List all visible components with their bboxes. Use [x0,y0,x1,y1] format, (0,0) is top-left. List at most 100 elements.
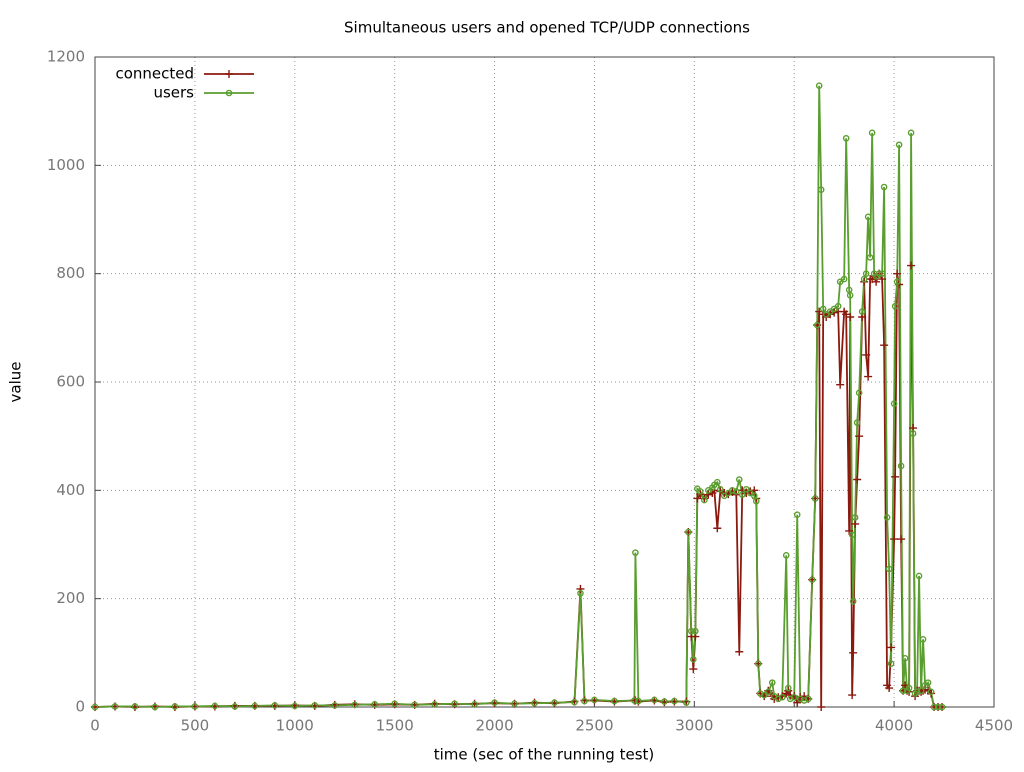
point [855,389,863,397]
point [651,696,658,704]
point [171,703,179,710]
legend-label: users [153,84,194,102]
point [927,688,935,696]
point [752,497,760,505]
x-tick-label: 3500 [775,717,813,735]
point [834,302,842,310]
point [846,292,854,299]
point [851,519,860,528]
point [848,531,856,539]
point [858,308,866,315]
point [351,701,359,709]
point [661,698,668,705]
point [899,687,907,695]
point [897,535,906,544]
y-tick-label: 800 [56,264,85,282]
point [917,687,925,695]
point [690,656,697,663]
point [591,696,598,704]
point [714,478,721,486]
point [491,699,498,706]
point [689,665,698,674]
point [905,684,913,692]
point [683,699,690,706]
point [211,702,219,710]
point [331,702,339,709]
point [891,472,900,481]
point [815,82,823,90]
point [782,552,790,559]
point [754,660,762,667]
point [551,699,558,706]
x-tick-label: 4000 [875,717,913,735]
point [893,278,901,286]
point [915,572,923,580]
point [866,254,874,261]
point [813,321,821,329]
point [291,702,299,710]
point [471,700,478,708]
point [391,700,398,708]
point [913,688,921,696]
point [577,589,584,597]
legend-label: connected [115,65,194,83]
point [862,350,871,359]
point [860,275,868,283]
point [897,462,905,470]
point [728,487,736,494]
point [511,700,518,708]
point [251,702,259,710]
point [851,514,859,521]
y-tick-label: 1200 [47,48,85,66]
point [738,491,746,498]
point [930,703,938,711]
point [819,305,827,313]
x-tick-label: 1500 [376,717,414,735]
point [846,313,855,321]
point [131,703,139,710]
point [701,496,708,504]
point [808,576,816,584]
point [880,183,888,191]
x-tick-label: 2500 [575,717,613,735]
point [735,476,743,483]
point [853,475,862,484]
point [225,70,233,78]
point [697,488,704,495]
point [883,514,891,521]
point [768,679,776,686]
y-axis-label: value [7,362,25,403]
point [778,693,786,701]
point [862,270,870,277]
point [271,702,279,709]
point [875,270,883,277]
point [864,213,872,221]
point [717,485,724,493]
point [891,302,899,310]
point [713,524,722,533]
point [790,693,798,701]
point [688,627,695,635]
x-tick-label: 3000 [675,717,713,735]
point [735,647,744,656]
point [311,702,319,709]
point [685,528,692,536]
point [887,660,895,667]
point [611,697,618,705]
point [371,700,378,708]
point [231,703,239,710]
point [890,535,899,544]
point [909,430,917,437]
point [750,492,758,500]
point [671,697,678,705]
point [830,308,839,317]
point [693,494,702,503]
point [907,261,916,270]
point [191,703,199,710]
point [151,703,159,711]
point [576,584,585,593]
point [907,129,915,137]
point [635,697,642,705]
x-tick-label: 0 [90,717,100,735]
